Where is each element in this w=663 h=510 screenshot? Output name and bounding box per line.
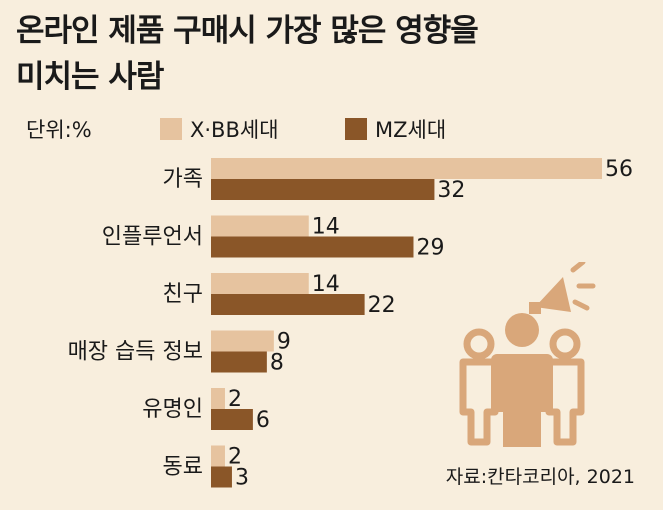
bar-series1 [211, 273, 309, 294]
legend-label-series2: MZ세대 [375, 118, 447, 142]
source-note: 자료:칸타코리아, 2021 [445, 466, 635, 488]
bar-series2 [211, 236, 414, 258]
value-label: 14 [312, 272, 340, 297]
category-label: 동료 [163, 455, 203, 480]
value-label: 2 [228, 445, 242, 470]
bar-series2 [211, 351, 267, 373]
bar-series1 [211, 215, 309, 237]
bar-series1 [211, 388, 225, 409]
person-with-megaphone-icon [455, 259, 605, 451]
title-line-1: 온라인 제품 구매시 가장 많은 영향을 [16, 13, 479, 49]
value-label: 22 [368, 293, 396, 318]
legend-label-series1: X·BB세대 [190, 118, 279, 142]
unit-label: 단위:% [26, 118, 92, 142]
value-label: 32 [437, 178, 465, 203]
value-label: 9 [277, 330, 291, 355]
value-label: 3 [235, 466, 249, 491]
legend-item-series1: X·BB세대 [160, 114, 279, 144]
legend-item-series2: MZ세대 [345, 114, 446, 144]
bar-series1 [211, 445, 225, 467]
bar-series2 [211, 294, 365, 315]
legend-swatch-series2 [345, 118, 367, 140]
value-label: 56 [605, 157, 633, 182]
bar-series1 [211, 330, 274, 352]
title-line-2: 미치는 사람 [16, 59, 164, 95]
value-label: 8 [270, 351, 284, 376]
bar-series2 [211, 409, 253, 430]
bar-series2 [211, 466, 232, 488]
bar-series1 [211, 158, 602, 179]
category-label: 매장 습득 정보 [68, 340, 203, 365]
value-label: 2 [228, 387, 242, 412]
legend-swatch-series1 [160, 118, 182, 140]
category-label: 친구 [163, 282, 203, 307]
value-label: 29 [416, 236, 444, 261]
category-label: 유명인 [142, 397, 203, 422]
value-label: 14 [312, 215, 340, 240]
bar-series2 [211, 179, 435, 200]
category-label: 가족 [163, 167, 203, 192]
chart-title: 온라인 제품 구매시 가장 많은 영향을 미치는 사람 [16, 8, 479, 100]
value-label: 6 [256, 408, 270, 433]
category-label: 인플루언서 [102, 225, 203, 250]
